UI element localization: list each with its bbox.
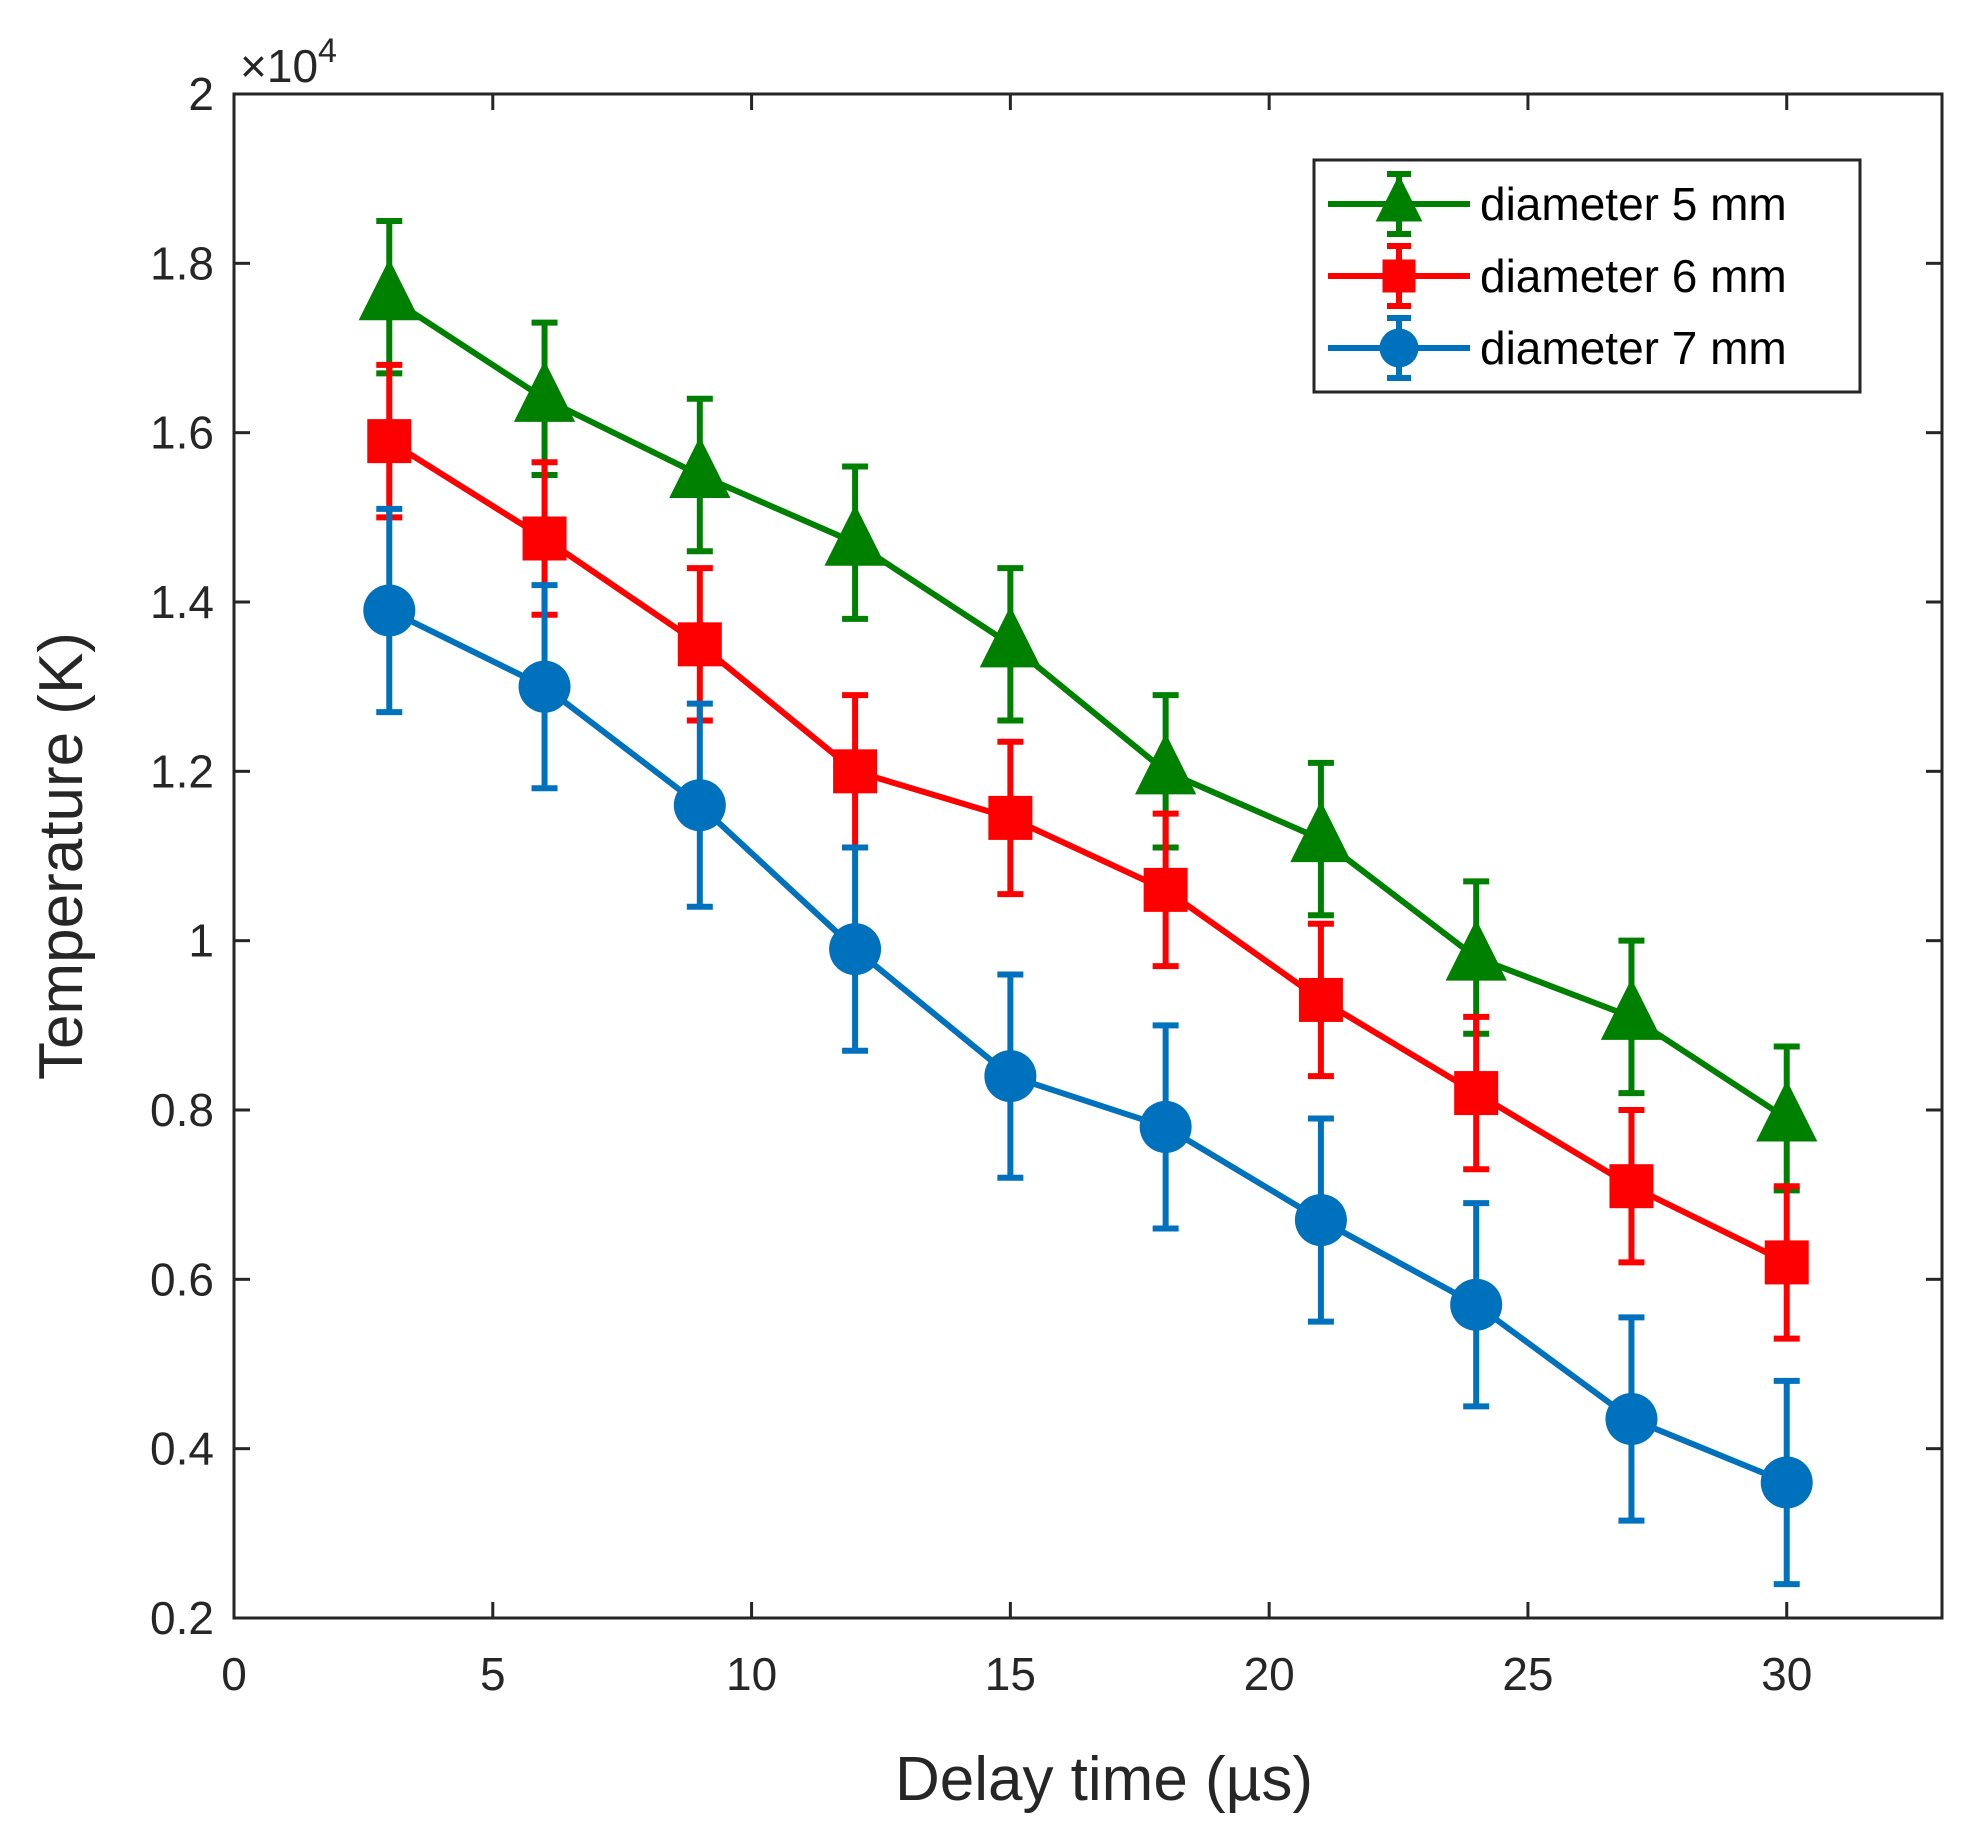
- y-tick-label: 0.2: [150, 1592, 214, 1644]
- data-point-triangle: [669, 436, 731, 499]
- data-point-triangle: [1135, 733, 1197, 795]
- data-point-circle: [363, 584, 416, 637]
- data-point-square: [677, 622, 722, 667]
- axes-box: [232, 92, 1944, 1620]
- data-point-circle: [1294, 1194, 1347, 1247]
- legend-label: diameter 7 mm: [1480, 322, 1787, 374]
- y-tick-label: 1.6: [150, 407, 214, 459]
- data-point-circle: [518, 660, 571, 713]
- legend-label: diameter 6 mm: [1480, 250, 1787, 302]
- data-point-circle: [829, 923, 882, 976]
- series-line: [387, 607, 1788, 1486]
- y-axis-label: Temperature (K): [27, 632, 96, 1080]
- x-tick-label: 5: [480, 1648, 506, 1700]
- data-point-triangle: [513, 360, 576, 422]
- y-tick-label: 2: [188, 68, 214, 120]
- data-point-circle: [673, 779, 726, 832]
- legend-entry-3: diameter 7 mm: [1328, 315, 1787, 381]
- series-3: [363, 505, 1813, 1588]
- x-tick-label: 30: [1761, 1648, 1812, 1700]
- y-tick-label: 0.6: [150, 1253, 214, 1305]
- y-tick-label: 1.4: [150, 576, 214, 628]
- data-point-square: [522, 516, 567, 561]
- x-tick-label: 15: [985, 1648, 1036, 1700]
- x-tick-label: 0: [221, 1648, 247, 1700]
- x-tick-label: 20: [1244, 1648, 1295, 1700]
- data-point-triangle: [1290, 800, 1352, 863]
- data-point-circle: [984, 1050, 1037, 1103]
- series-line: [387, 294, 1789, 1121]
- data-point-triangle: [979, 606, 1041, 668]
- series-1: [358, 218, 1818, 1194]
- y-tick-label: 0.4: [150, 1423, 214, 1475]
- series-2: [367, 361, 1809, 1342]
- series-line: [387, 438, 1789, 1266]
- data-point-circle: [1450, 1278, 1503, 1331]
- data-point-square: [1609, 1164, 1654, 1209]
- data-point-square: [988, 795, 1033, 840]
- data-point-circle: [1605, 1393, 1658, 1446]
- data-point-square: [1143, 867, 1188, 912]
- data-point-circle: [1139, 1100, 1192, 1153]
- y-tick-label: 0.8: [150, 1084, 214, 1136]
- data-point-square: [1454, 1071, 1499, 1116]
- axes: 0 5 10 15 20 25 30 0.2 0.4 0.6 0.8 1 1.2 1.4 1.6 1.8 2 ×1…: [27, 32, 1944, 1814]
- data-point-square: [1382, 259, 1416, 293]
- data-point-square: [1298, 977, 1343, 1022]
- x-tick-label: 25: [1502, 1648, 1553, 1700]
- data-point-triangle: [358, 259, 420, 321]
- legend-entry-2: diameter 6 mm: [1328, 243, 1787, 309]
- data-point-triangle: [824, 504, 886, 566]
- series-layer: [358, 218, 1818, 1588]
- data-point-square: [367, 419, 412, 464]
- data-point-square: [833, 749, 878, 794]
- legend-label: diameter 5 mm: [1480, 178, 1787, 230]
- y-tick-label: 1.2: [150, 745, 214, 797]
- data-point-triangle: [1375, 174, 1423, 222]
- x-axis-label: Delay time (µs): [895, 1745, 1313, 1814]
- legend: diameter 5 mm diameter 6 mm diameter 7 mm: [1312, 158, 1862, 394]
- data-point-circle: [1379, 328, 1419, 368]
- data-point-triangle: [1756, 1080, 1818, 1142]
- data-point-triangle: [1445, 919, 1507, 981]
- y-tick-label: 1.8: [150, 237, 214, 289]
- y-multiplier: ×104: [240, 32, 337, 92]
- x-tick-label: 10: [726, 1648, 777, 1700]
- data-point-triangle: [1600, 978, 1663, 1040]
- legend-entry-1: diameter 5 mm: [1328, 171, 1787, 237]
- y-tick-label: 1: [188, 915, 214, 967]
- data-point-square: [1764, 1240, 1809, 1285]
- data-point-circle: [1760, 1456, 1813, 1509]
